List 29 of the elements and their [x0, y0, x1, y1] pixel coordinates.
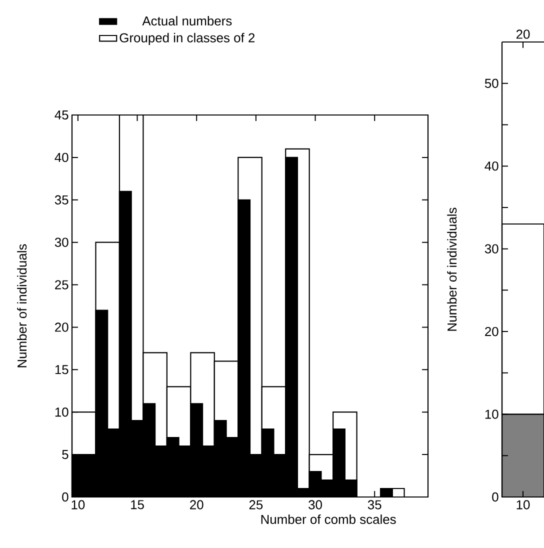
y-tick-label: 45 — [54, 110, 68, 120]
y-tick-label: 15 — [55, 365, 68, 374]
y-tick-label: 0 — [492, 492, 498, 502]
y-axis-title: Number of individuals — [17, 244, 27, 368]
y-tick-label: 20 — [55, 322, 68, 332]
y-tick-label: 25 — [55, 280, 68, 290]
y-tick-label: 40 — [484, 162, 498, 171]
x-tick-label: 10 — [516, 500, 530, 510]
y-tick-label: 30 — [484, 244, 498, 254]
legend-label: Grouped in classes of 2 — [120, 32, 255, 45]
x-tick-label: 35 — [368, 500, 382, 510]
text: 20 — [516, 30, 530, 39]
y-tick-label: 40 — [54, 152, 68, 162]
y-tick-label: 35 — [54, 195, 68, 204]
x-tick-label: 25 — [249, 500, 263, 510]
legend-label: Actual numbers — [142, 16, 232, 26]
y-tick-label: 20 — [485, 326, 498, 336]
y-tick-label: 5 — [62, 450, 68, 460]
y-axis-title: Number of individuals — [447, 208, 457, 331]
x-tick-label: 30 — [308, 500, 322, 510]
x-tick-label: 15 — [131, 500, 144, 510]
y-tick-label: 50 — [484, 78, 498, 88]
y-tick-label: 10 — [485, 410, 498, 419]
x-tick-label: 10 — [72, 500, 85, 510]
x-axis-title: Number of comb scales — [261, 514, 396, 524]
y-tick-label: 10 — [55, 408, 68, 417]
x-tick-label: 20 — [190, 500, 204, 510]
y-tick-label: 30 — [54, 238, 68, 247]
y-tick-label: 0 — [62, 492, 68, 502]
